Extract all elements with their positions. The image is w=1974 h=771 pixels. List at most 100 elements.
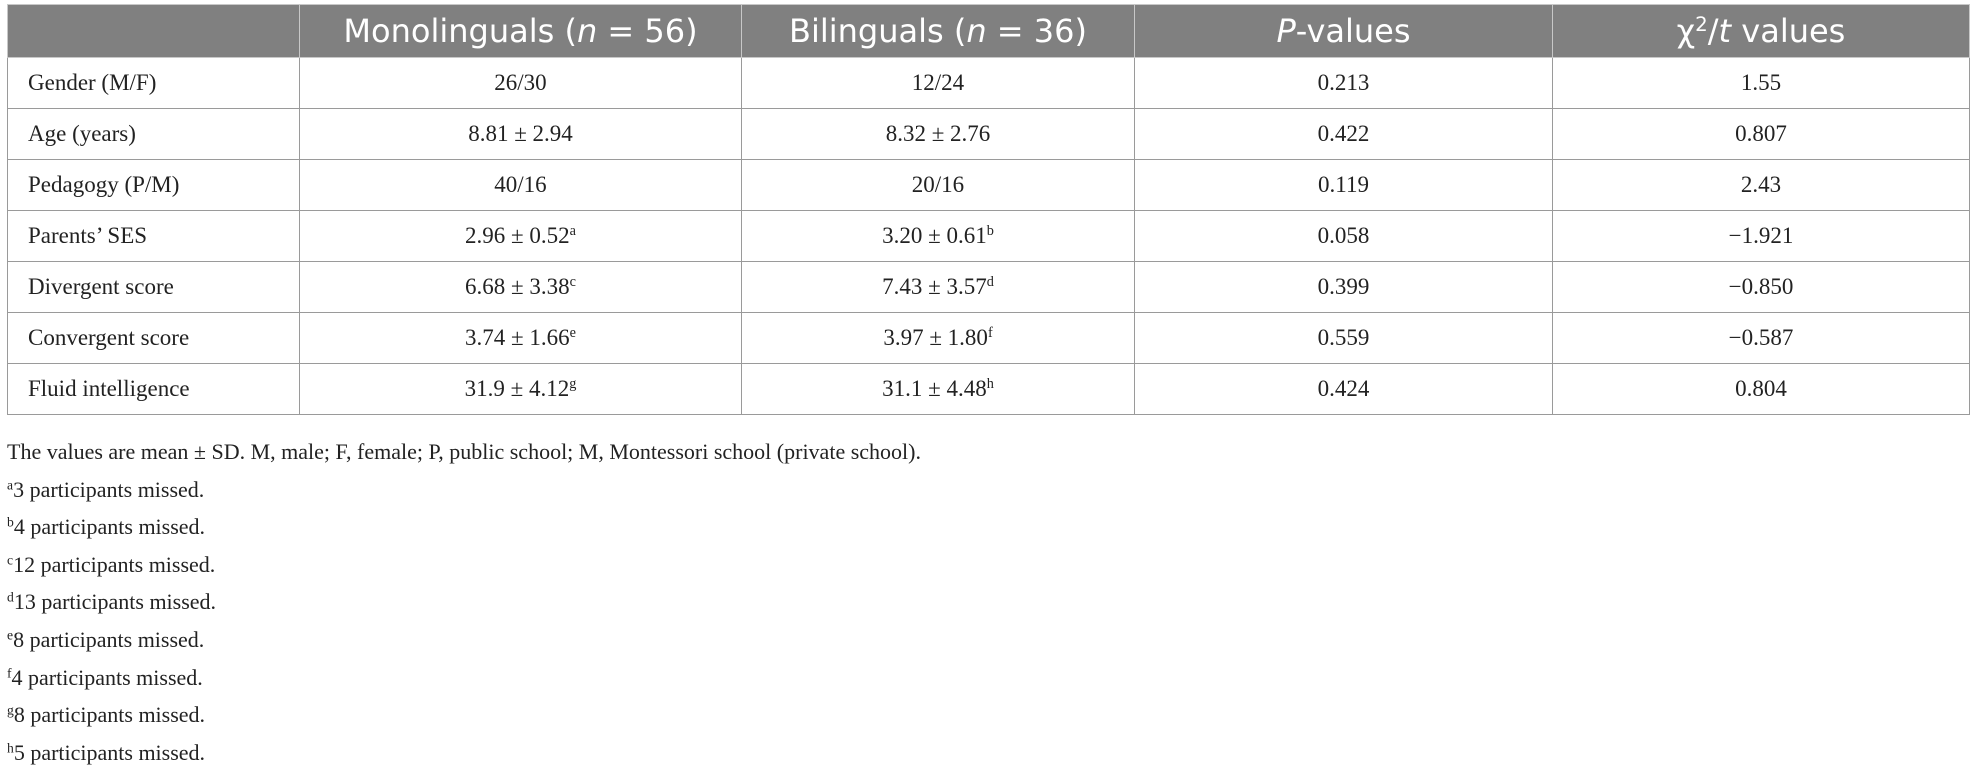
table-row: Fluid intelligence 31.9 ± 4.12g 31.1 ± 4.4… [7,363,1970,415]
row-label: Divergent score [7,261,300,313]
cell-text: 0.424 [1317,376,1370,401]
table-cell: 0.058 [1134,210,1553,262]
header-cell: P-values [1134,4,1553,58]
row-label: Pedagogy (P/M) [7,159,300,211]
table-cell: 3.74 ± 1.66e [299,312,742,364]
cell-text: 0.058 [1317,223,1370,248]
cell-text: −1.921 [1728,223,1794,248]
table-cell: −0.850 [1552,261,1970,313]
cell-text: 26/30 [494,70,547,95]
header-cell [7,4,300,58]
header-row: Monolinguals (n = 56) Bilinguals (n = 36)… [7,4,1970,58]
table-cell: 1.55 [1552,57,1970,109]
table-row: Age (years) 8.81 ± 2.94 8.32 ± 2.76 0.422 0.… [7,108,1970,160]
footnote: g8 participants missed. [7,696,921,734]
table-row: Convergent score 3.74 ± 1.66e 3.97 ± 1.80f… [7,312,1970,364]
row-label: Gender (M/F) [7,57,300,109]
footnote-mark: d [7,589,14,605]
header-text: = 36) [986,12,1087,50]
cell-text: −0.587 [1728,325,1794,350]
table-cell: 0.424 [1134,363,1553,415]
footnote-text: 3 participants missed. [13,476,205,502]
cell-text: 0.559 [1317,325,1370,350]
table-cell: 6.68 ± 3.38c [299,261,742,313]
table-cell: 0.213 [1134,57,1553,109]
header-cell: χ2/t values [1552,4,1970,58]
footnote-mark: a [7,477,14,493]
header-text: χ [1676,12,1696,50]
table-cell: 0.804 [1552,363,1970,415]
footnote-mark: b [7,514,14,530]
footnote-mark: a [569,223,576,240]
table-cell: 3.97 ± 1.80f [741,312,1135,364]
header-text: n [966,12,987,50]
cell-text: 0.804 [1735,376,1787,401]
header-text: 2 [1695,13,1708,37]
footnote-mark: d [986,274,994,291]
cell-text: 31.9 ± 4.12 [464,376,570,401]
footnote: d13 participants missed. [7,583,921,621]
table-body: Gender (M/F) 26/30 12/24 0.213 1.55 Age (year… [7,57,1970,415]
table-cell: −0.587 [1552,312,1970,364]
footnote-mark: c [7,552,14,568]
header-text: Bilinguals ( [789,12,967,50]
cell-text: 3.97 ± 1.80 [883,325,988,350]
header-text: Monolinguals ( [343,12,577,50]
table-row: Divergent score 6.68 ± 3.38c 7.43 ± 3.57d 0… [7,261,1970,313]
cell-text: 3.20 ± 0.61 [882,223,987,248]
footnote-mark: g [569,376,577,393]
table-cell: 3.20 ± 0.61b [741,210,1135,262]
header-text: n [576,12,598,50]
table-row: Pedagogy (P/M) 40/16 20/16 0.119 2.43 [7,159,1970,211]
cell-text: 2.96 ± 0.52 [465,223,570,248]
cell-text: 1.55 [1740,70,1782,95]
footnote-mark: f [987,325,993,342]
cell-text: 7.43 ± 3.57 [882,274,987,299]
table-row: Parents’ SES 2.96 ± 0.52a 3.20 ± 0.61b 0.05… [7,210,1970,262]
footnote-mark: f [7,665,12,681]
table-cell: 31.9 ± 4.12g [299,363,742,415]
footnote-text: 8 participants missed. [13,702,206,728]
footnote-mark: e [7,627,14,643]
row-label: Convergent score [7,312,300,364]
footnote-mark: h [7,740,14,756]
header-text: -values [1295,12,1411,50]
cell-text: 31.1 ± 4.48 [882,376,987,401]
row-label: Parents’ SES [7,210,300,262]
footnote: h5 participants missed. [7,734,921,771]
header-text: values [1731,12,1846,50]
table-cell: 7.43 ± 3.57d [741,261,1135,313]
row-label: Fluid intelligence [7,363,300,415]
footnote-text: 8 participants missed. [13,626,205,652]
footnote-mark: h [986,376,994,393]
table-cell: 0.119 [1134,159,1553,211]
header-text: = 56) [597,12,698,50]
header-cell: Monolinguals (n = 56) [299,4,742,58]
note: The values are mean ± SD. M, male; F, fe… [7,439,921,464]
data-table: Monolinguals (n = 56) Bilinguals (n = 36)… [7,4,1970,415]
footnote: f4 participants missed. [7,659,921,697]
table-row: Gender (M/F) 26/30 12/24 0.213 1.55 [7,57,1970,109]
header-text: t [1718,12,1732,50]
cell-text: 0.119 [1318,172,1369,197]
table-cell: 12/24 [741,57,1135,109]
table-cell: 20/16 [741,159,1135,211]
cell-text: 0.213 [1317,70,1370,95]
table-cell: 31.1 ± 4.48h [741,363,1135,415]
cell-text: 8.81 ± 2.94 [468,121,573,146]
table-cell: 2.96 ± 0.52a [299,210,742,262]
footnote-text: 13 participants missed. [13,589,217,615]
cell-text: 0.807 [1735,121,1787,146]
footnote-mark: b [986,223,994,240]
table-cell: 26/30 [299,57,742,109]
footnote-text: 12 participants missed. [13,551,216,577]
header-text: / [1707,12,1719,50]
row-label: Age (years) [7,108,300,160]
table-cell: 8.32 ± 2.76 [741,108,1135,160]
cell-text: 40/16 [494,172,547,197]
cell-text: 12/24 [911,70,965,95]
table-cell: 0.807 [1552,108,1970,160]
table-cell: 8.81 ± 2.94 [299,108,742,160]
cell-text: 20/16 [911,172,965,197]
